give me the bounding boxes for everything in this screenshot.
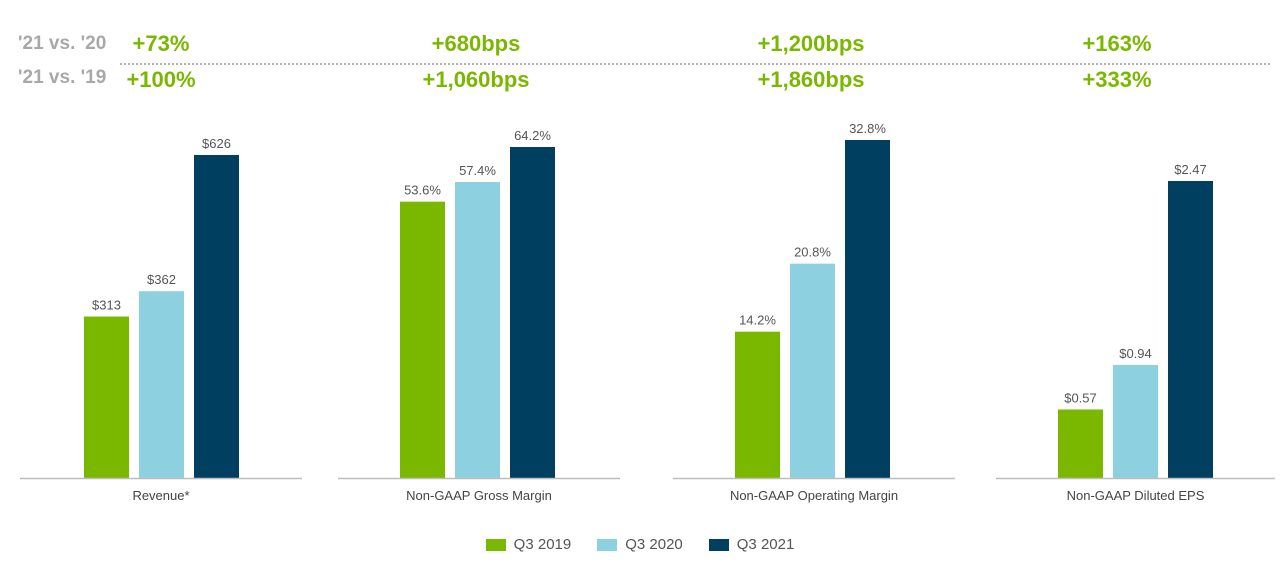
chart-revenue: $313 $362 $626 Revenue* [20, 136, 302, 503]
bar-non-gaap-gross-margin-q3-2019 [400, 201, 445, 478]
bar-non-gaap-operating-margin-q3-2021 [845, 140, 890, 478]
data-label-non-gaap-diluted-eps-q3-2021: $2.47 [1174, 162, 1207, 177]
legend-swatch-q3-2021 [708, 538, 729, 551]
bar-non-gaap-gross-margin-q3-2020 [455, 182, 500, 478]
legend-swatch-q3-2020 [597, 538, 618, 551]
comparison-value-operating-margin-vs-2020: +1,200bps [757, 31, 865, 56]
data-label-revenue-q3-2021: $626 [202, 136, 231, 151]
data-label-revenue-q3-2020: $362 [147, 272, 176, 287]
data-label-non-gaap-diluted-eps-q3-2019: $0.57 [1064, 390, 1097, 405]
legend-label-q3-2020: Q3 2020 [625, 536, 683, 553]
comparison-value-gross-margin-vs-2020: +680bps [431, 31, 521, 56]
chart-non-gaap-gross-margin: 53.6% 57.4% 64.2% Non-GAAP Gross Margin [338, 128, 620, 503]
bar-non-gaap-diluted-eps-q3-2019 [1058, 409, 1103, 478]
data-label-non-gaap-operating-margin-q3-2019: 14.2% [739, 313, 776, 328]
bar-charts: $313 $362 $626 Revenue* 53.6% 57.4% 64.2% Non-G… [20, 121, 1275, 503]
comparison-label-vs-2019: '21 vs. '19 [18, 67, 107, 88]
comparison-divider [120, 63, 1270, 65]
data-label-revenue-q3-2019: $313 [92, 298, 121, 313]
x-axis-label-revenue: Revenue* [132, 488, 189, 503]
comparison-value-eps-vs-2019: +333% [1082, 67, 1152, 92]
x-axis-label-non-gaap-gross-margin: Non-GAAP Gross Margin [406, 488, 552, 503]
chart-non-gaap-operating-margin: 14.2% 20.8% 32.8% Non-GAAP Operating Margin [673, 121, 955, 503]
bar-non-gaap-diluted-eps-q3-2021 [1168, 181, 1213, 478]
bar-non-gaap-diluted-eps-q3-2020 [1113, 364, 1158, 478]
comparison-value-revenue-vs-2020: +73% [132, 31, 190, 56]
legend-item-q3-2020: Q3 2020 [597, 536, 683, 553]
bar-revenue-q3-2021 [194, 155, 239, 478]
comparison-value-revenue-vs-2019: +100% [126, 67, 196, 92]
comparison-label-vs-2020: '21 vs. '20 [18, 33, 107, 54]
bar-non-gaap-operating-margin-q3-2019 [735, 331, 780, 478]
x-axis-label-non-gaap-operating-margin: Non-GAAP Operating Margin [730, 488, 898, 503]
data-label-non-gaap-diluted-eps-q3-2020: $0.94 [1119, 346, 1152, 361]
data-label-non-gaap-operating-margin-q3-2020: 20.8% [794, 245, 831, 260]
comparison-value-gross-margin-vs-2019: +1,060bps [422, 67, 530, 92]
bar-revenue-q3-2019 [84, 316, 129, 478]
legend: Q3 2019 Q3 2020 Q3 2021 [0, 536, 1280, 553]
x-axis-label-non-gaap-diluted-eps: Non-GAAP Diluted EPS [1067, 488, 1205, 503]
bar-revenue-q3-2020 [139, 291, 184, 478]
bar-non-gaap-operating-margin-q3-2020 [790, 263, 835, 478]
legend-item-q3-2021: Q3 2021 [708, 536, 795, 553]
data-label-non-gaap-operating-margin-q3-2021: 32.8% [849, 121, 886, 136]
legend-label-q3-2021: Q3 2021 [736, 536, 795, 553]
bar-non-gaap-gross-margin-q3-2021 [510, 147, 555, 478]
comparison-value-operating-margin-vs-2019: +1,860bps [757, 67, 865, 92]
legend-label-q3-2019: Q3 2019 [513, 536, 572, 553]
legend-item-q3-2019: Q3 2019 [485, 536, 572, 553]
data-label-non-gaap-gross-margin-q3-2020: 57.4% [459, 163, 496, 178]
comparison-value-eps-vs-2020: +163% [1082, 31, 1152, 56]
data-label-non-gaap-gross-margin-q3-2019: 53.6% [404, 183, 441, 198]
chart-non-gaap-diluted-eps: $0.57 $0.94 $2.47 Non-GAAP Diluted EPS [996, 162, 1275, 503]
legend-swatch-q3-2019 [485, 538, 506, 551]
data-label-non-gaap-gross-margin-q3-2021: 64.2% [514, 128, 551, 143]
